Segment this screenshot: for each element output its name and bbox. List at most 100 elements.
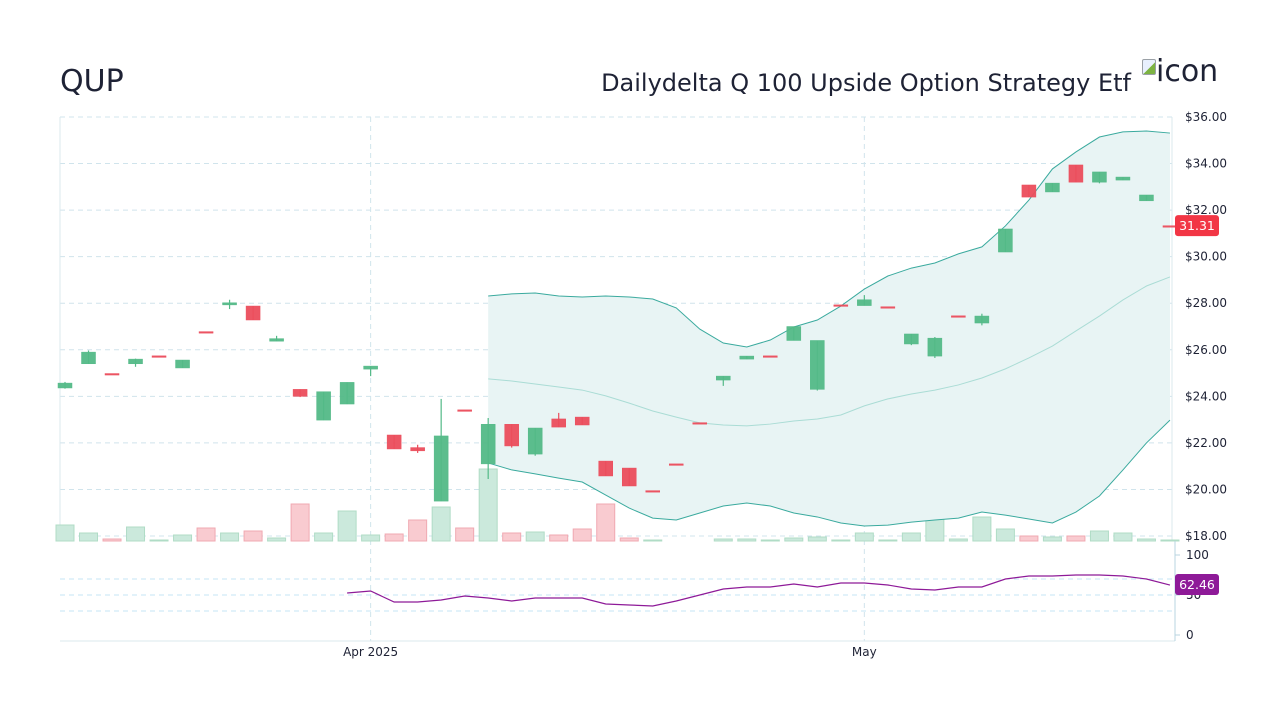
candle-body bbox=[669, 463, 684, 466]
candle-body bbox=[998, 228, 1013, 253]
volume-bar bbox=[314, 532, 334, 542]
candle[interactable] bbox=[716, 375, 731, 386]
candle[interactable] bbox=[692, 422, 708, 425]
last-price-value: 31.31 bbox=[1179, 218, 1215, 233]
volume-bar bbox=[619, 537, 639, 542]
volume-bar bbox=[149, 539, 169, 542]
candle[interactable] bbox=[1092, 171, 1107, 184]
candle[interactable] bbox=[1162, 225, 1178, 228]
candle[interactable] bbox=[480, 418, 496, 480]
candle[interactable] bbox=[951, 315, 966, 318]
candle[interactable] bbox=[669, 463, 684, 466]
volume-bar bbox=[948, 538, 968, 542]
volume-bar bbox=[760, 539, 780, 542]
volume-bar bbox=[878, 539, 898, 542]
candle-body bbox=[904, 333, 919, 345]
candle[interactable] bbox=[386, 434, 402, 450]
candle[interactable] bbox=[1021, 184, 1037, 198]
rsi-value: 62.46 bbox=[1179, 577, 1215, 592]
candle[interactable] bbox=[175, 359, 190, 369]
candle[interactable] bbox=[316, 391, 331, 421]
candle[interactable] bbox=[269, 335, 284, 342]
candle[interactable] bbox=[339, 382, 355, 405]
volume-bar bbox=[572, 528, 592, 542]
volume-bar bbox=[478, 468, 498, 542]
volume-bar bbox=[525, 531, 545, 542]
volume-bar bbox=[337, 510, 357, 542]
candle-body bbox=[1139, 194, 1154, 202]
candle[interactable] bbox=[104, 373, 120, 376]
candle[interactable] bbox=[833, 304, 849, 307]
candle-body bbox=[433, 435, 449, 502]
candle[interactable] bbox=[880, 306, 896, 309]
candle[interactable] bbox=[128, 358, 143, 367]
candle[interactable] bbox=[739, 355, 755, 360]
candle-body bbox=[1021, 184, 1037, 198]
price-axis-label: $18.00 bbox=[1185, 529, 1227, 543]
last-price-marker: 31.31 bbox=[1175, 215, 1219, 237]
candle[interactable] bbox=[645, 490, 660, 493]
volume-bar bbox=[1136, 538, 1156, 542]
bollinger-lower-line bbox=[488, 419, 1171, 527]
candle-body bbox=[1045, 182, 1060, 193]
candle[interactable] bbox=[457, 409, 472, 412]
price-axis-label: $30.00 bbox=[1185, 250, 1227, 264]
candle[interactable] bbox=[763, 355, 778, 358]
price-axis-label: $34.00 bbox=[1185, 157, 1227, 171]
volume-bar bbox=[196, 527, 216, 542]
volume-bar bbox=[267, 537, 287, 542]
candle[interactable] bbox=[1068, 164, 1084, 183]
volume-bar bbox=[596, 503, 616, 542]
volume-bar bbox=[1113, 532, 1133, 542]
volume-bar bbox=[807, 536, 827, 542]
candle-body bbox=[198, 331, 214, 334]
candle[interactable] bbox=[621, 467, 637, 487]
volume-bar bbox=[925, 517, 945, 542]
candle[interactable] bbox=[998, 228, 1013, 253]
candle[interactable] bbox=[574, 416, 590, 426]
candle-body bbox=[857, 299, 872, 306]
candle[interactable] bbox=[433, 398, 449, 502]
candle[interactable] bbox=[151, 355, 167, 358]
time-axis-label: May bbox=[852, 645, 877, 659]
rsi-line bbox=[347, 574, 1171, 607]
price-axis-label: $36.00 bbox=[1185, 110, 1227, 124]
candle[interactable] bbox=[904, 333, 919, 346]
candle-body bbox=[974, 315, 990, 324]
candle-body bbox=[1068, 164, 1084, 183]
candle[interactable] bbox=[410, 444, 425, 453]
candle[interactable] bbox=[551, 412, 566, 428]
candle[interactable] bbox=[57, 381, 73, 389]
volume-bar bbox=[431, 506, 451, 542]
candle[interactable] bbox=[245, 305, 261, 321]
candle[interactable] bbox=[1115, 176, 1131, 181]
candle[interactable] bbox=[504, 424, 519, 448]
candle[interactable] bbox=[198, 331, 214, 334]
candle[interactable] bbox=[363, 365, 378, 377]
candle[interactable] bbox=[974, 313, 990, 326]
candle[interactable] bbox=[927, 336, 943, 358]
candle[interactable] bbox=[810, 340, 825, 391]
candle[interactable] bbox=[527, 427, 543, 456]
ticker-symbol: QUP bbox=[60, 64, 124, 99]
candle-body bbox=[1092, 171, 1107, 183]
candle-body bbox=[692, 422, 708, 425]
candle-body bbox=[222, 302, 237, 306]
candle-body bbox=[645, 490, 660, 493]
candle[interactable] bbox=[1045, 182, 1060, 193]
candle[interactable] bbox=[598, 460, 613, 477]
volume-bar bbox=[384, 533, 404, 542]
candle-body bbox=[292, 389, 308, 397]
candle[interactable] bbox=[81, 350, 96, 365]
candle[interactable] bbox=[857, 295, 872, 306]
candle[interactable] bbox=[786, 326, 802, 341]
volume-bar bbox=[361, 534, 381, 542]
candle[interactable] bbox=[292, 389, 308, 398]
candle-body bbox=[504, 424, 519, 447]
candle[interactable] bbox=[222, 299, 237, 310]
broken-image-icon bbox=[1142, 59, 1156, 75]
volume-bar bbox=[408, 519, 428, 542]
price-axis-label: $24.00 bbox=[1185, 389, 1227, 403]
candle[interactable] bbox=[1139, 194, 1154, 202]
